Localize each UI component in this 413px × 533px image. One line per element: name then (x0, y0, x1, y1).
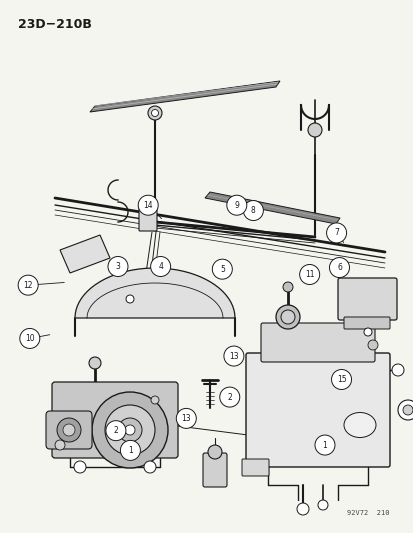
Polygon shape (60, 235, 110, 273)
Text: 8: 8 (250, 206, 255, 215)
Circle shape (57, 418, 81, 442)
Text: 13: 13 (228, 352, 238, 360)
Circle shape (89, 357, 101, 369)
Circle shape (74, 461, 86, 473)
Circle shape (363, 328, 371, 336)
Circle shape (147, 106, 161, 120)
Circle shape (317, 500, 327, 510)
Circle shape (151, 109, 158, 117)
Text: 13: 13 (181, 414, 191, 423)
Circle shape (63, 424, 75, 436)
Circle shape (219, 387, 239, 407)
Circle shape (105, 405, 154, 455)
Polygon shape (90, 81, 279, 112)
Circle shape (150, 256, 170, 277)
Circle shape (108, 256, 128, 277)
Ellipse shape (343, 413, 375, 438)
Circle shape (367, 340, 377, 350)
FancyBboxPatch shape (202, 453, 226, 487)
Circle shape (92, 392, 168, 468)
Circle shape (282, 282, 292, 292)
FancyBboxPatch shape (343, 317, 389, 329)
Circle shape (299, 264, 319, 285)
Circle shape (138, 195, 158, 215)
Text: 23D−210B: 23D−210B (18, 18, 92, 31)
Circle shape (243, 200, 263, 221)
Text: 14: 14 (143, 201, 153, 209)
Text: 6: 6 (336, 263, 341, 272)
FancyBboxPatch shape (242, 459, 268, 476)
FancyBboxPatch shape (52, 382, 178, 458)
Circle shape (144, 461, 156, 473)
Text: 3: 3 (115, 262, 120, 271)
Circle shape (18, 275, 38, 295)
Circle shape (126, 295, 134, 303)
FancyBboxPatch shape (46, 411, 92, 449)
Circle shape (176, 408, 196, 429)
Circle shape (275, 305, 299, 329)
Circle shape (20, 328, 40, 349)
Circle shape (391, 364, 403, 376)
Text: 11: 11 (304, 270, 313, 279)
FancyBboxPatch shape (260, 323, 374, 362)
Circle shape (55, 440, 65, 450)
Circle shape (307, 123, 321, 137)
Text: 9: 9 (234, 201, 239, 209)
Text: 92V72  210: 92V72 210 (347, 510, 389, 516)
Circle shape (397, 400, 413, 420)
Circle shape (402, 405, 412, 415)
FancyBboxPatch shape (139, 205, 157, 231)
Circle shape (207, 445, 221, 459)
Circle shape (106, 421, 126, 441)
Text: 7: 7 (333, 229, 338, 237)
FancyBboxPatch shape (337, 278, 396, 320)
Text: 1: 1 (128, 446, 133, 455)
Polygon shape (204, 192, 339, 224)
Circle shape (326, 223, 346, 243)
Text: 1: 1 (322, 441, 327, 449)
Circle shape (223, 346, 243, 366)
Text: 4: 4 (158, 262, 163, 271)
Text: 2: 2 (227, 393, 232, 401)
Text: 12: 12 (24, 281, 33, 289)
Circle shape (120, 440, 140, 461)
Circle shape (125, 425, 135, 435)
Circle shape (151, 396, 159, 404)
Text: 15: 15 (336, 375, 346, 384)
Text: 2: 2 (113, 426, 118, 435)
Circle shape (212, 259, 232, 279)
FancyBboxPatch shape (245, 353, 389, 467)
Circle shape (331, 369, 351, 390)
Circle shape (314, 435, 334, 455)
Circle shape (226, 195, 246, 215)
Circle shape (329, 257, 349, 278)
Circle shape (296, 503, 308, 515)
Text: 10: 10 (25, 334, 35, 343)
Text: 5: 5 (219, 265, 224, 273)
Polygon shape (75, 268, 235, 318)
Circle shape (118, 418, 142, 442)
Circle shape (280, 310, 294, 324)
